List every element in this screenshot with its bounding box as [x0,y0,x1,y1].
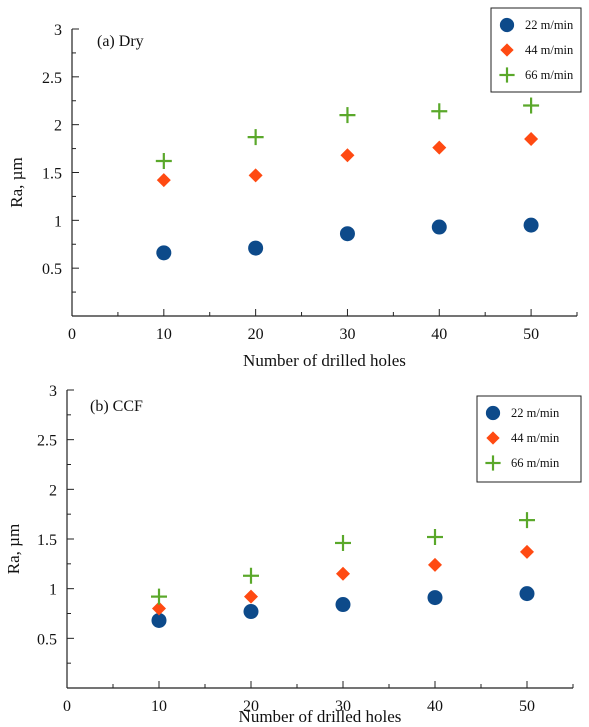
y-tick-label: 1 [49,582,57,599]
y-tick-label: 1.5 [37,532,57,549]
y-tick-label: 2 [54,118,62,135]
data-point-circle [523,217,539,233]
data-point-plus [247,129,264,146]
chart-panel-a: 0 10 20 30 40 50 0.5 1 1.5 2 2.5 3 Number of drilled… [7,7,582,370]
x-tick-label: 10 [156,326,172,343]
data-point-plus [243,567,259,584]
data-point-circle [431,219,447,235]
x-axis-label: Number of drilled holes [243,351,406,370]
series-diamond [152,544,534,616]
y-tick-label: 2 [49,482,57,499]
y-tick-label: 2.5 [42,70,62,87]
legend-label: 44 m/min [525,43,574,57]
data-point-diamond [156,173,171,188]
x-tick-label: 30 [339,326,355,343]
legend-marker-plus [499,67,515,83]
series-plus [155,97,540,170]
data-point-plus [427,529,443,546]
data-point-plus [431,103,448,120]
series-diamond [156,132,539,188]
y-axis-label: Ra, µm [7,157,26,207]
data-point-plus [335,534,351,551]
legend-marker-circle [485,405,501,421]
legend-label: 22 m/min [511,406,560,420]
data-point-circle [156,245,172,261]
data-point-circle [519,586,535,602]
legend-label: 66 m/min [511,456,560,470]
data-point-plus [151,588,167,605]
series-plus [151,512,535,605]
legend-label: 66 m/min [525,68,574,82]
y-tick-label: 1 [54,213,62,230]
x-axis-label: Number of drilled holes [239,707,402,726]
y-tick-label: 3 [49,383,57,400]
data-point-diamond [520,544,534,559]
data-point-plus [523,97,540,114]
data-point-diamond [152,601,166,616]
data-point-circle [335,597,351,613]
legend: 22 m/min 44 m/min 66 m/min [476,395,582,483]
y-tick-label: 0.5 [37,631,57,648]
data-point-circle [248,240,264,256]
data-point-diamond [336,566,350,581]
data-point-diamond [248,168,263,183]
data-point-diamond [524,132,539,147]
x-tick-label: 40 [431,326,447,343]
y-tick-label: 0.5 [42,261,62,278]
data-point-plus [339,107,356,124]
data-point-diamond [244,589,258,604]
legend-marker-diamond [500,43,514,57]
x-tick-label: 30 [335,698,351,715]
data-point-circle [339,226,355,242]
x-tick-label: 50 [523,326,539,343]
y-tick-label: 2.5 [37,433,57,450]
y-axis-label: Ra, µm [4,524,23,574]
panel-label: (a) Dry [97,33,144,50]
legend: 22 m/min 44 m/min 66 m/min [490,7,582,93]
legend-label: 22 m/min [525,18,574,32]
chart-panel-b: 0 10 20 30 40 50 0.5 1 1.5 2 2.5 3 Number of drilled… [4,383,582,726]
data-point-circle [151,612,167,628]
legend-marker-circle [499,17,515,33]
legend-label: 44 m/min [511,431,560,445]
x-tick-label: 40 [427,698,443,715]
y-tick-label: 1.5 [42,166,62,183]
data-point-diamond [432,140,447,155]
series-circle [156,217,539,261]
legend-marker-plus [485,455,501,471]
x-tick-label: 20 [248,326,264,343]
panel-label: (b) CCF [90,398,143,415]
data-point-diamond [428,557,442,572]
data-point-diamond [340,148,355,163]
x-tick-label: 20 [243,698,259,715]
legend-marker-diamond [486,431,500,445]
x-tick-label: 0 [68,326,76,343]
x-tick-label: 0 [63,698,71,715]
data-point-plus [519,512,535,529]
data-point-plus [155,153,172,170]
data-point-circle [243,604,259,620]
y-tick-label: 3 [54,22,62,39]
data-point-circle [427,590,443,606]
series-circle [151,586,535,628]
x-tick-label: 10 [151,698,167,715]
x-tick-label: 50 [519,698,535,715]
